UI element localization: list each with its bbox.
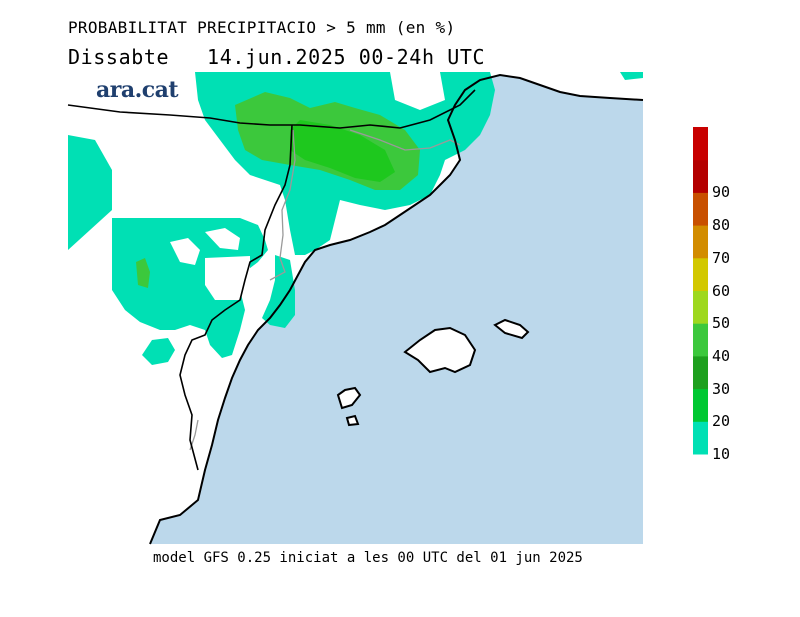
coastline <box>149 73 644 545</box>
legend-swatch <box>693 225 708 259</box>
legend-swatch <box>693 257 708 291</box>
land-mass <box>68 72 643 544</box>
map-title: PROBABILITAT PRECIPITACIO > 5 mm (en %) <box>68 18 456 37</box>
legend-swatch <box>693 388 708 422</box>
formentera-island <box>345 414 360 427</box>
legend-swatch <box>693 355 708 390</box>
legend-label: 10 <box>712 445 731 463</box>
precip-30-band <box>290 120 395 182</box>
legend-swatch <box>693 159 708 193</box>
legend-label: 80 <box>712 216 731 235</box>
legend-label: 30 <box>712 379 731 398</box>
mallorca-island <box>403 326 477 374</box>
legend-swatch <box>693 192 708 226</box>
legend-label: 60 <box>712 281 731 300</box>
precip-gaps <box>112 102 250 300</box>
legend-colorbar <box>693 127 708 455</box>
legend-label: 20 <box>712 412 731 431</box>
legend-label: 90 <box>712 183 731 202</box>
menorca-island <box>493 318 530 340</box>
ibiza-island <box>336 386 362 410</box>
model-footer: model GFS 0.25 iniciat a les 00 UTC del … <box>153 550 583 566</box>
map-subtitle: Dissabte 14.jun.2025 00-24h UTC <box>68 45 486 69</box>
balearic-islands <box>336 318 530 427</box>
legend-label: 50 <box>712 314 731 333</box>
brand-logo: ara.cat <box>96 77 179 103</box>
legend-label: 40 <box>712 346 731 365</box>
legend-swatch <box>693 323 708 357</box>
legend-label: 70 <box>712 248 731 267</box>
legend-swatch <box>693 421 708 455</box>
legend-swatch <box>693 290 708 324</box>
country-borders <box>67 89 476 471</box>
legend-swatch <box>693 127 708 161</box>
